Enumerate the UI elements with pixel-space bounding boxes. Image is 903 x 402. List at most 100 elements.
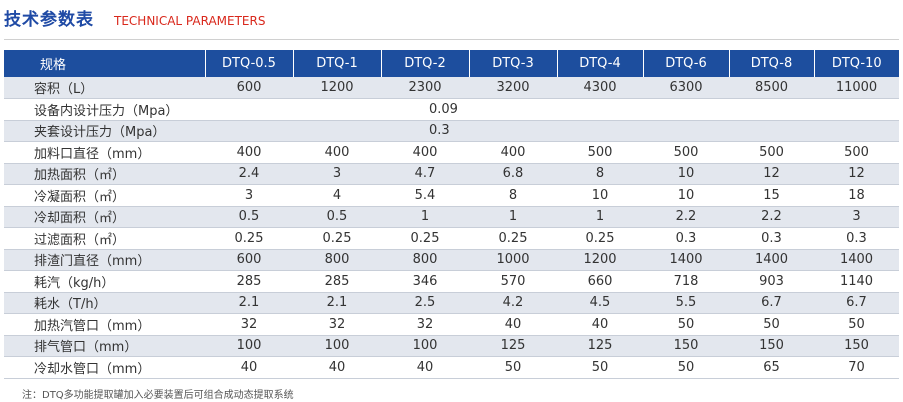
table-cell: 800 (381, 249, 469, 271)
table-row: 夹套设计压力（Mpa） 0.3 (4, 120, 899, 142)
table-cell: 50 (643, 356, 729, 379)
table-cell: 18 (814, 184, 899, 207)
table-cell: 4 (293, 184, 381, 207)
table-row: 冷却面积（㎡） 0.5 0.5 1 1 1 2.2 2.2 3 (4, 206, 899, 228)
table-cell: 3200 (469, 77, 557, 99)
row-label: 排渣门直径（mm） (4, 249, 205, 271)
table-cell: 6.8 (469, 163, 557, 185)
table-cell: 400 (293, 141, 381, 164)
table-row: 冷凝面积（㎡） 3 4 5.4 8 10 10 15 18 (4, 184, 899, 207)
table-cell-merged: 0.3 (205, 120, 899, 142)
table-cell: 2.4 (205, 163, 293, 185)
table-cell: 4300 (557, 77, 643, 99)
table-cell: 70 (814, 356, 899, 379)
table-cell: 2300 (381, 77, 469, 99)
table-cell: 0.5 (293, 206, 381, 228)
table-cell: 400 (205, 141, 293, 164)
title-row: 技术参数表 TECHNICAL PARAMETERS (4, 5, 265, 30)
row-label: 冷凝面积（㎡） (4, 184, 205, 207)
table-cell: 50 (557, 356, 643, 379)
table-cell: 8500 (729, 77, 814, 99)
column-header-model: DTQ-1 (292, 50, 381, 77)
table-cell: 40 (205, 356, 293, 379)
table-cell: 660 (557, 270, 643, 293)
table-cell: 40 (381, 356, 469, 379)
table-cell: 32 (381, 313, 469, 336)
table-cell: 10 (557, 184, 643, 207)
table-cell: 32 (293, 313, 381, 336)
table-cell: 1 (381, 206, 469, 228)
table-cell: 6.7 (814, 292, 899, 314)
table-cell: 400 (381, 141, 469, 164)
table-cell: 285 (205, 270, 293, 293)
table-cell: 1 (469, 206, 557, 228)
table-cell: 10 (643, 184, 729, 207)
table-cell: 0.3 (729, 227, 814, 250)
column-header-model: DTQ-0.5 (204, 50, 293, 77)
table-cell: 4.2 (469, 292, 557, 314)
table-cell: 150 (814, 335, 899, 357)
table-row: 设备内设计压力（Mpa） 0.09 (4, 98, 899, 121)
table-cell: 0.25 (381, 227, 469, 250)
table-body: 容积（L） 600 1200 2300 3200 4300 6300 8500 11000 设备内… (4, 77, 899, 379)
row-label: 耗水（T/h） (4, 292, 205, 314)
table-row: 排渣门直径（mm） 600 800 800 1000 1200 1400 1400 1400 (4, 249, 899, 271)
row-label: 设备内设计压力（Mpa） (4, 98, 205, 121)
parameters-table: 规格 DTQ-0.5 DTQ-1 DTQ-2 DTQ-3 DTQ-4 DTQ-6 DTQ-8 D… (4, 50, 899, 379)
page-title: 技术参数表 (4, 10, 94, 30)
table-row: 冷却水管口（mm） 40 40 40 50 50 50 65 70 (4, 356, 899, 379)
table-cell: 50 (729, 313, 814, 336)
table-cell: 12 (814, 163, 899, 185)
merged-value: 0.09 (429, 101, 458, 117)
table-cell: 125 (557, 335, 643, 357)
table-cell: 2.2 (643, 206, 729, 228)
table-cell: 0.3 (643, 227, 729, 250)
row-label: 耗汽（kg/h） (4, 270, 205, 293)
table-cell: 8 (469, 184, 557, 207)
table-cell: 5.4 (381, 184, 469, 207)
table-cell: 0.5 (205, 206, 293, 228)
table-cell: 0.25 (205, 227, 293, 250)
footnote: 注：DTQ多功能提取罐加入必要装置后可组合成动态提取系统 (22, 390, 294, 401)
column-header-model: DTQ-4 (556, 50, 643, 77)
row-label: 过滤面积（㎡） (4, 227, 205, 250)
table-cell: 100 (205, 335, 293, 357)
table-cell: 11000 (814, 77, 899, 99)
table-cell: 1 (557, 206, 643, 228)
table-cell: 3 (293, 163, 381, 185)
table-cell: 125 (469, 335, 557, 357)
table-cell: 718 (643, 270, 729, 293)
column-header-model: DTQ-10 (813, 50, 899, 77)
table-cell: 32 (205, 313, 293, 336)
table-cell: 3 (205, 184, 293, 207)
table-cell: 500 (729, 141, 814, 164)
table-cell: 1140 (814, 270, 899, 293)
table-cell: 500 (643, 141, 729, 164)
table-cell: 1400 (814, 249, 899, 271)
table-cell: 400 (469, 141, 557, 164)
table-cell: 2.1 (293, 292, 381, 314)
row-label: 冷却面积（㎡） (4, 206, 205, 228)
table-cell: 1000 (469, 249, 557, 271)
table-cell: 1200 (293, 77, 381, 99)
table-cell: 1200 (557, 249, 643, 271)
table-cell: 15 (729, 184, 814, 207)
table-row: 加热面积（㎡） 2.4 3 4.7 6.8 8 10 12 12 (4, 163, 899, 185)
table-cell: 285 (293, 270, 381, 293)
table-cell: 800 (293, 249, 381, 271)
table-cell: 346 (381, 270, 469, 293)
table-cell: 65 (729, 356, 814, 379)
table-cell: 2.1 (205, 292, 293, 314)
table-cell: 40 (293, 356, 381, 379)
column-header-model: DTQ-2 (380, 50, 469, 77)
table-row: 耗水（T/h） 2.1 2.1 2.5 4.2 4.5 5.5 6.7 6.7 (4, 292, 899, 314)
table-cell: 12 (729, 163, 814, 185)
row-label: 夹套设计压力（Mpa） (4, 120, 205, 142)
column-header-model: DTQ-6 (642, 50, 729, 77)
table-cell: 600 (205, 249, 293, 271)
table-row: 排气管口（mm） 100 100 100 125 125 150 150 150 (4, 335, 899, 357)
table-row: 耗汽（kg/h） 285 285 346 570 660 718 903 1140 (4, 270, 899, 293)
table-cell: 600 (205, 77, 293, 99)
table-cell: 100 (293, 335, 381, 357)
table-cell: 500 (557, 141, 643, 164)
